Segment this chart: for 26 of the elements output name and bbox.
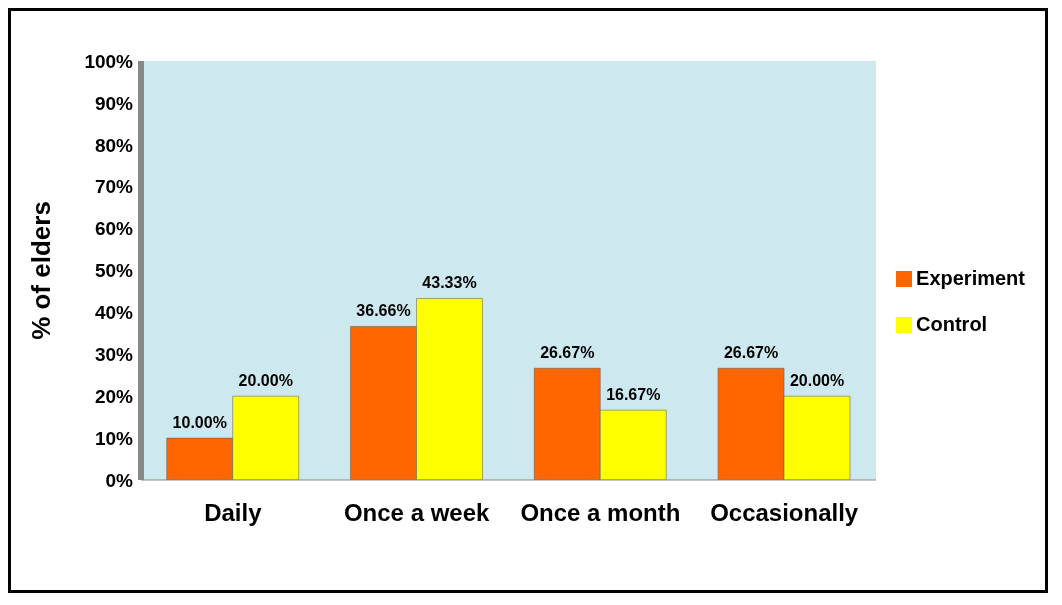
data-label: 10.00% [172,414,227,432]
y-axis-title: % of elders [26,201,57,340]
x-tick-label: Once a month [520,499,681,527]
legend-label: Control [916,312,988,335]
data-label: 26.67% [540,344,595,362]
y-tick-label: 50% [94,260,134,282]
y-tick-label: 40% [94,302,134,324]
legend-label: Experiment [916,266,1025,289]
x-tick-label: Once a week [343,499,491,527]
data-label: 26.67% [723,344,779,362]
y-tick-label: 10% [94,427,134,449]
y-tick-label: 30% [94,344,134,366]
y-tick-label: 20% [94,385,134,407]
y-tick-label: 70% [94,176,134,198]
y-tick-label: 60% [94,218,134,240]
y-tick-label: 90% [94,92,134,114]
data-label: 43.33% [422,274,477,292]
y-tick-label: 100% [84,50,134,72]
y-tick-label: 80% [94,134,134,156]
x-tick-label: Daily [204,499,263,527]
data-label: 36.66% [356,302,411,320]
x-tick-label: Occasionally [710,499,859,527]
y-tick-label: 0% [105,469,134,491]
data-label: 16.67% [606,386,661,404]
data-label: 20.00% [238,372,293,390]
data-label: 20.00% [789,372,845,390]
